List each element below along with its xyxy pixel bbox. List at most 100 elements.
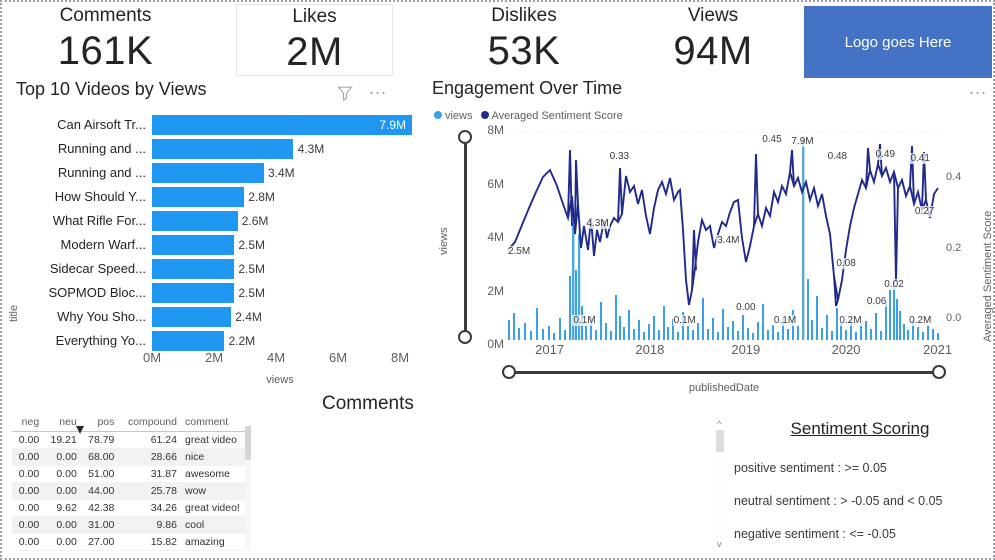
table-row[interactable]: 0.00 0.00 68.00 28.66 nice	[12, 448, 250, 466]
bar-fill[interactable]	[152, 139, 294, 159]
bar-x-tick: 2M	[204, 350, 224, 365]
engagement-over-time-chart[interactable]: views Averaged Sentiment Score views 0M 2…	[426, 110, 993, 395]
bar-x-tick: 8M	[390, 350, 410, 365]
cell-neg: 0.00	[12, 431, 44, 449]
data-label: 0.33	[608, 151, 631, 162]
scroll-up-arrow-icon[interactable]: ^	[717, 419, 722, 429]
bar-fill[interactable]	[152, 307, 232, 327]
column-header-neu[interactable]: neu	[43, 414, 81, 432]
cell-neg: 0.00	[12, 465, 44, 483]
y-tick: 0M	[487, 337, 504, 351]
table-row[interactable]: 0.00 0.00 44.00 25.78 wow	[12, 482, 250, 500]
comments-section-title: Comments	[322, 393, 414, 414]
bar-fill[interactable]	[152, 235, 235, 255]
table-row[interactable]: 0.00 19.21 78.79 61.24 great video	[12, 431, 250, 449]
bar-category-label: Why You Sho...	[57, 309, 146, 324]
slider-handle-min[interactable]	[458, 330, 472, 344]
bar-fill[interactable]	[152, 187, 245, 207]
data-label: 0.27	[913, 205, 936, 217]
engagement-chart-title: Engagement Over Time	[432, 78, 623, 98]
legend-item-sentiment[interactable]: Averaged Sentiment Score	[480, 110, 623, 122]
table-row[interactable]: Sidecar Speed... 2.5M	[38, 258, 422, 280]
column-header-neg[interactable]: neg	[12, 414, 44, 432]
table-row[interactable]: SOPMOD Bloc... 2.5M	[38, 282, 422, 304]
cell-compound: 34.26	[118, 499, 181, 517]
slider-handle-max[interactable]	[458, 130, 472, 144]
x-tick: 2018	[635, 342, 665, 357]
table-row[interactable]: Can Airsoft Tr... 7.9M	[38, 114, 422, 136]
table-row[interactable]: Running and ... 4.3M	[38, 138, 422, 160]
table-row[interactable]: Running and ... 3.4M	[38, 162, 422, 184]
scrollbar-thumb[interactable]	[245, 426, 251, 460]
bar-chart-x-axis-title: views	[266, 374, 294, 386]
scroll-down-arrow-icon[interactable]: v	[717, 539, 722, 549]
bar-fill[interactable]	[152, 259, 235, 279]
y2-tick: 0.0	[946, 312, 962, 325]
table-row[interactable]: What Rifle For... 2.6M	[38, 210, 422, 232]
x-tick: 2019	[731, 342, 761, 357]
data-label: 0.1M	[572, 314, 597, 326]
bar-value-label: 2.6M	[241, 214, 269, 228]
bar-fill[interactable]	[152, 331, 225, 351]
bar-value-label: 4.3M	[297, 142, 325, 156]
table-row[interactable]: Modern Warf... 2.5M	[38, 234, 422, 256]
more-options-top10-icon[interactable]: …	[368, 78, 389, 99]
combo-plot-area[interactable]: 2.5M 4.3M 0.1M 0.1M 3.4M 7.9M 0.1M 0.2M …	[506, 130, 942, 340]
logo-placeholder[interactable]: Logo goes Here	[804, 6, 992, 78]
published-date-range-slider[interactable]	[502, 365, 946, 381]
cell-comment: amazing	[180, 533, 250, 551]
filter-funnel-icon[interactable]	[336, 84, 354, 102]
kpi-card-comments[interactable]: Comments 161K	[18, 4, 193, 74]
table-row[interactable]: 0.00 0.00 31.00 9.86 cool	[12, 516, 250, 534]
sentiment-scoring-panel[interactable]: ^ v Sentiment Scoring positive sentiment…	[714, 414, 986, 554]
legend-label-views: views	[445, 110, 473, 122]
table-row[interactable]: Everything Yo... 2.2M	[38, 330, 422, 352]
column-header-comment[interactable]: comment	[180, 414, 250, 432]
data-label: 0.48	[826, 151, 849, 162]
kpi-card-views[interactable]: Views 94M	[632, 4, 794, 74]
data-label: 0.41	[909, 153, 931, 165]
data-label: 0.2M	[908, 314, 933, 326]
y-tick: 8M	[487, 123, 504, 137]
bar-fill[interactable]	[152, 163, 264, 183]
table-row[interactable]: 0.00 9.62 42.38 34.26 great video!	[12, 499, 250, 517]
bar-fill[interactable]	[152, 211, 238, 231]
combo-left-y-axis: 0M 2M 4M 6M 8M	[476, 123, 504, 351]
table-row[interactable]: How Should Y... 2.8M	[38, 186, 422, 208]
column-header-compound[interactable]: compound	[118, 414, 181, 432]
cell-neu: 9.62	[43, 499, 81, 517]
views-axis-range-slider[interactable]	[458, 130, 474, 344]
table-header-row: neg neu pos compound comment	[12, 414, 250, 432]
bar-track: 2.5M	[152, 283, 412, 303]
kpi-value-likes: 2M	[286, 30, 343, 74]
table-row[interactable]: 0.00 0.00 51.00 31.87 awesome	[12, 465, 250, 483]
chart-legend[interactable]: views Averaged Sentiment Score	[434, 110, 631, 122]
kpi-value-comments: 161K	[57, 29, 154, 73]
top-10-videos-bar-chart[interactable]: title Can Airsoft Tr... 7.9M Running and…	[2, 112, 422, 392]
scrollbar-thumb[interactable]	[716, 430, 724, 452]
cell-neg: 0.00	[12, 448, 44, 466]
cell-compound: 28.66	[118, 448, 181, 466]
more-options-engagement-icon[interactable]: …	[968, 78, 989, 99]
bar-fill[interactable]	[152, 115, 412, 135]
comments-table-scrollbar[interactable]	[245, 426, 251, 548]
slider-handle-end[interactable]	[932, 365, 946, 379]
bar-fill[interactable]	[152, 283, 235, 303]
legend-item-views[interactable]: views	[434, 110, 473, 122]
sentiment-panel-scrollbar[interactable]: ^ v	[716, 418, 724, 550]
table-row[interactable]: Why You Sho... 2.4M	[38, 306, 422, 328]
cell-pos: 68.00	[80, 448, 119, 466]
kpi-card-dislikes[interactable]: Dislikes 53K	[434, 4, 614, 74]
data-label: 0.2M	[838, 314, 863, 326]
bar-x-tick: 4M	[266, 350, 286, 365]
slider-handle-start[interactable]	[502, 365, 516, 379]
legend-swatch-views	[434, 111, 442, 120]
table-row[interactable]: 0.00 0.00 27.00 15.82 amazing	[12, 533, 250, 551]
data-label: 0.06	[865, 295, 888, 307]
cell-neu: 0.00	[43, 533, 81, 551]
cell-neu: 0.00	[43, 482, 81, 500]
comments-data-table[interactable]: neg neu pos compound comment 0.00 19.21 …	[12, 414, 257, 558]
column-header-pos[interactable]: pos	[80, 414, 119, 432]
kpi-card-likes[interactable]: Likes 2M	[236, 4, 393, 76]
kpi-value-views: 94M	[673, 29, 753, 73]
